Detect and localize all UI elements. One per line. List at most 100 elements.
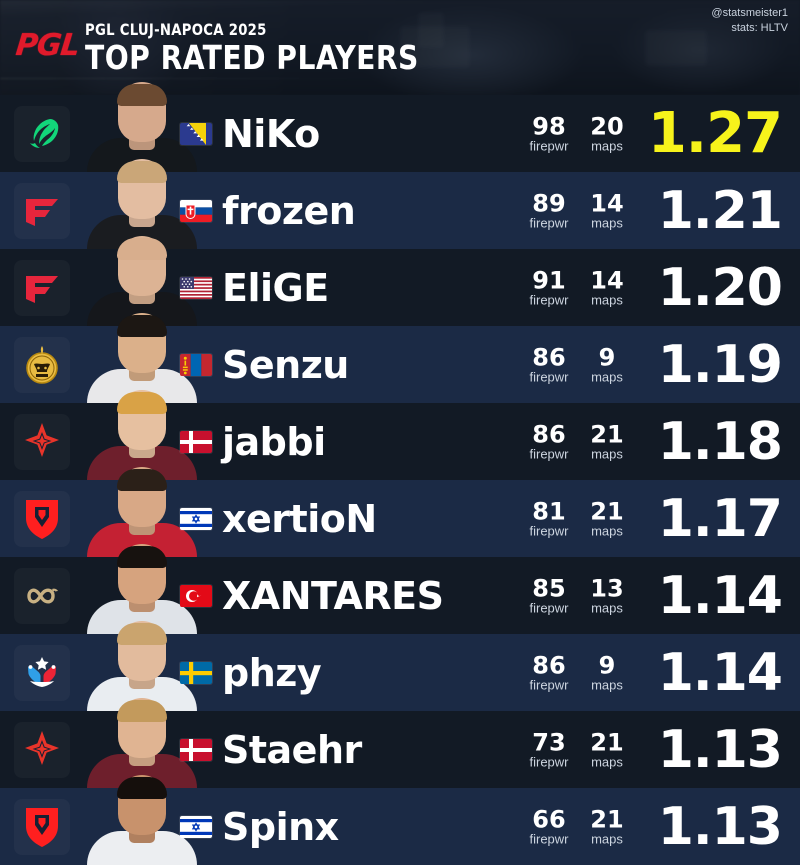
country-flag-dk <box>180 430 212 453</box>
player-row[interactable]: NiKo 98 firepwr 20 maps 1.27 <box>0 82 800 172</box>
firepower-stat: 91 firepwr <box>512 265 586 308</box>
firepower-label: firepwr <box>529 831 569 847</box>
team-logo-vitality-logo <box>14 799 70 855</box>
team-logo-crown-logo <box>14 645 70 701</box>
firepower-value: 98 <box>532 111 566 140</box>
firepower-value: 85 <box>532 573 566 602</box>
firepower-value: 91 <box>532 265 566 294</box>
maps-value: 21 <box>590 496 624 525</box>
player-name: frozen <box>222 188 356 233</box>
firepower-value: 86 <box>532 650 566 679</box>
maps-stat: 14 maps <box>570 267 644 308</box>
team-logo-vitality-logo <box>14 491 70 547</box>
firepower-stat: 66 firepwr <box>512 804 586 847</box>
maps-stat: 9 maps <box>570 650 644 693</box>
firepower-label: firepwr <box>529 600 569 616</box>
rating-value: 1.20 <box>657 257 783 318</box>
player-portrait <box>82 692 202 788</box>
event-name: PGL CLUJ-NAPOCA 2025 <box>85 20 267 39</box>
firepower-value: 73 <box>532 727 566 756</box>
maps-value: 20 <box>590 111 624 140</box>
maps-stat: 21 maps <box>570 496 644 539</box>
team-logo-falcons-logo <box>14 106 70 162</box>
country-flag-il <box>180 507 212 530</box>
team-logo-faze-logo <box>14 183 70 239</box>
maps-label: maps <box>591 677 623 693</box>
header-bg-shape <box>0 78 420 79</box>
credit-handle: @statsmeister1 <box>711 7 788 19</box>
country-flag-sk <box>180 199 212 222</box>
firepower-value: 66 <box>532 804 566 833</box>
team-logo-eternalfire-logo <box>14 568 70 624</box>
maps-stat: 21 maps <box>570 806 644 847</box>
player-name: xertioN <box>222 496 377 541</box>
firepower-stat: 86 firepwr <box>512 421 586 462</box>
rating-value: 1.21 <box>657 180 783 241</box>
firepower-label: firepwr <box>529 677 569 693</box>
pgl-logo: PGL <box>14 28 81 63</box>
credit-source: stats: HLTV <box>731 21 788 34</box>
rating-value: 1.14 <box>657 565 783 626</box>
player-portrait <box>82 307 202 403</box>
firepower-stat: 85 firepwr <box>512 573 586 616</box>
maps-stat: 13 maps <box>570 573 644 616</box>
rating-value: 1.27 <box>647 100 783 166</box>
maps-label: maps <box>591 138 623 154</box>
country-flag-ba <box>180 122 212 145</box>
player-portrait <box>82 615 202 711</box>
maps-value: 9 <box>598 650 616 679</box>
firepower-stat: 73 firepwr <box>512 727 586 769</box>
firepower-label: firepwr <box>529 446 569 462</box>
player-name: Staehr <box>222 727 362 772</box>
maps-stat: 21 maps <box>570 727 644 770</box>
player-list: NiKo 98 firepwr 20 maps 1.27 <box>0 82 800 865</box>
player-row[interactable]: Spinx 66 firepwr 21 maps 1.13 <box>0 775 800 865</box>
maps-stat: 21 maps <box>570 421 644 462</box>
player-row[interactable]: phzy 86 firepwr 9 maps 1.14 <box>0 621 800 711</box>
credits: @statsmeister1 stats: HLTV <box>711 6 788 36</box>
maps-label: maps <box>591 446 623 462</box>
rating-value: 1.14 <box>657 642 783 703</box>
player-name: NiKo <box>222 111 320 156</box>
header-text-block: PGL CLUJ-NAPOCA 2025 TOP RATED PLAYERS <box>85 20 436 76</box>
maps-value: 21 <box>590 727 624 756</box>
maps-stat: 9 maps <box>570 344 644 385</box>
maps-label: maps <box>591 369 623 385</box>
rating-value: 1.19 <box>657 334 783 395</box>
maps-value: 14 <box>590 188 624 217</box>
maps-value: 13 <box>590 573 624 602</box>
player-portrait <box>82 769 202 865</box>
page-title: TOP RATED PLAYERS <box>85 38 419 77</box>
country-flag-dk <box>180 738 212 761</box>
player-portrait <box>82 230 202 326</box>
maps-label: maps <box>591 754 623 770</box>
firepower-stat: 86 firepwr <box>512 650 586 693</box>
player-row[interactable]: Staehr 73 firepwr 21 maps 1.13 <box>0 698 800 788</box>
player-row[interactable]: xertioN 81 firepwr 21 maps 1.17 <box>0 467 800 557</box>
player-name: XANTARES <box>222 573 444 618</box>
maps-label: maps <box>591 600 623 616</box>
maps-label: maps <box>591 831 623 847</box>
player-row[interactable]: frozen 89 firepwr 14 maps 1.21 <box>0 159 800 249</box>
firepower-value: 81 <box>532 496 566 525</box>
firepower-stat: 98 firepwr <box>512 111 586 153</box>
team-logo-astralis-logo <box>14 414 70 470</box>
player-portrait <box>82 153 202 249</box>
rating-value: 1.13 <box>657 719 783 780</box>
header: PGL PGL CLUJ-NAPOCA 2025 TOP RATED PLAYE… <box>0 0 800 95</box>
firepower-stat: 81 firepwr <box>512 496 586 538</box>
player-row[interactable]: EliGE 91 firepwr 14 maps 1.20 <box>0 236 800 326</box>
rating-value: 1.17 <box>657 488 783 549</box>
player-name: Senzu <box>222 342 349 387</box>
firepower-value: 86 <box>532 342 566 371</box>
player-name: jabbi <box>222 419 326 464</box>
maps-label: maps <box>591 292 623 308</box>
team-logo-astralis-logo <box>14 722 70 778</box>
maps-label: maps <box>591 523 623 539</box>
firepower-label: firepwr <box>529 292 569 308</box>
player-row[interactable]: XANTARES 85 firepwr 13 maps 1.14 <box>0 544 800 634</box>
country-flag-se <box>180 661 212 684</box>
player-row[interactable]: Senzu 86 firepwr 9 maps 1.19 <box>0 313 800 403</box>
country-flag-mn <box>180 353 212 376</box>
